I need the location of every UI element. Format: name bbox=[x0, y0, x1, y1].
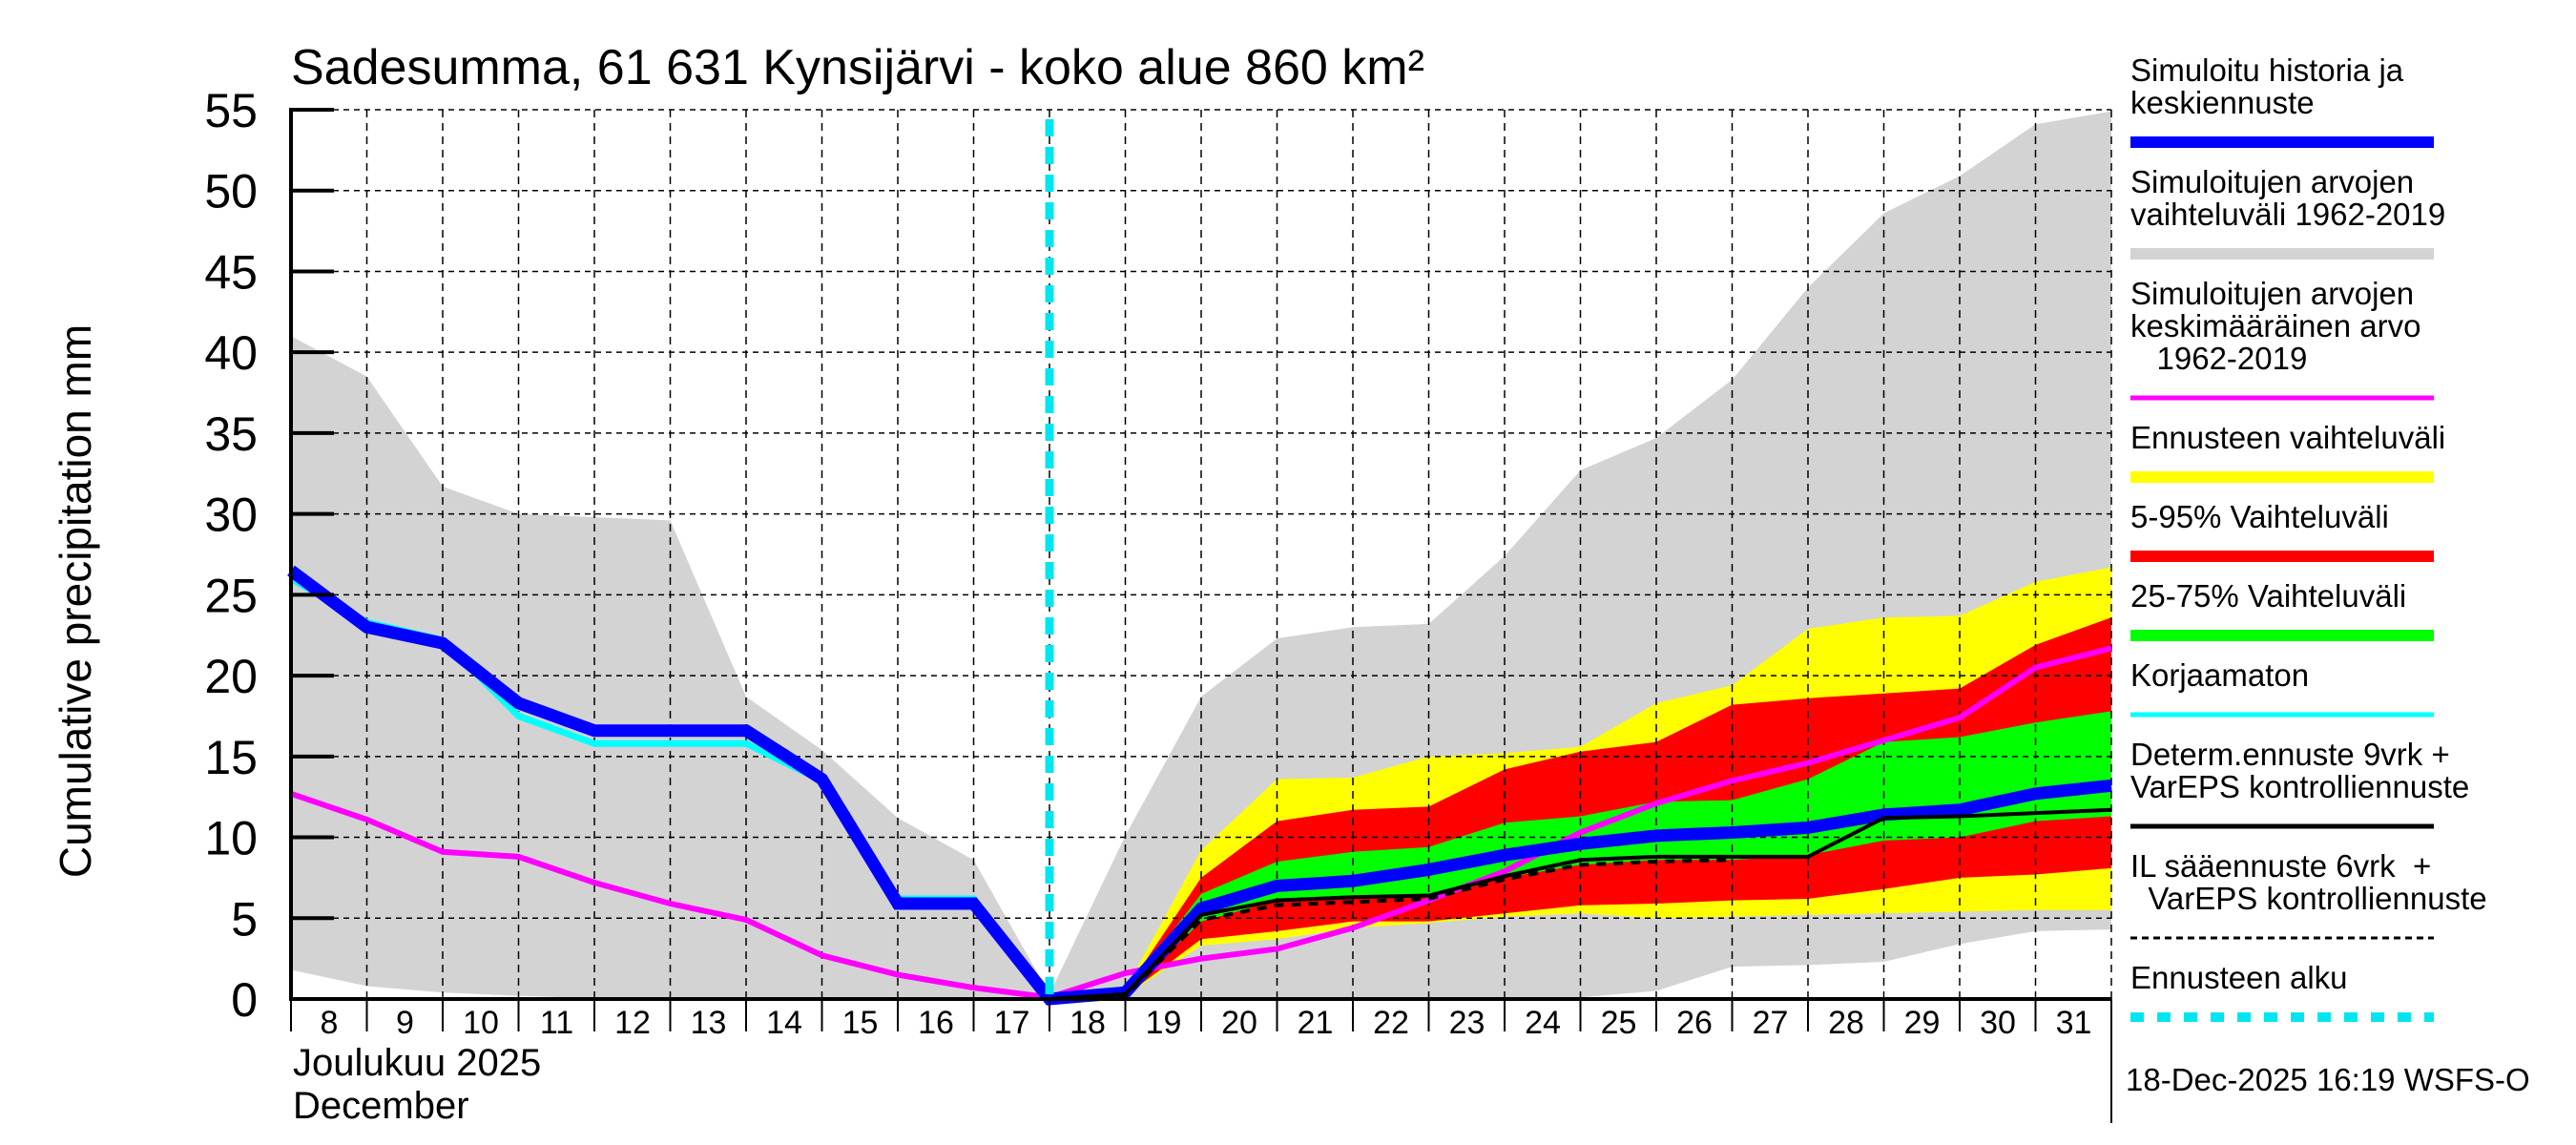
x-tick-label: 15 bbox=[842, 1005, 879, 1041]
p25-75-band bbox=[1049, 711, 2111, 999]
x-axis-month-label-en: December bbox=[293, 1085, 469, 1127]
x-tick-label: 13 bbox=[691, 1005, 727, 1041]
y-tick-label: 20 bbox=[204, 650, 258, 703]
legend-label: IL sääennuste 6vrk + bbox=[2130, 848, 2431, 884]
legend-label: vaihteluväli 1962-2019 bbox=[2130, 197, 2445, 232]
legend-label: keskimääräinen arvo bbox=[2130, 308, 2420, 344]
x-tick-label: 21 bbox=[1298, 1005, 1334, 1041]
y-tick-label: 10 bbox=[204, 812, 258, 865]
x-tick-label: 23 bbox=[1449, 1005, 1485, 1041]
x-tick-label: 10 bbox=[463, 1005, 499, 1041]
x-tick-label: 19 bbox=[1146, 1005, 1182, 1041]
legend-label: VarEPS kontrolliennuste bbox=[2130, 881, 2487, 916]
legend-label: 1962-2019 bbox=[2130, 341, 2307, 376]
legend-item: Ennusteen alku bbox=[2130, 960, 2434, 1022]
x-tick-label: 22 bbox=[1373, 1005, 1409, 1041]
legend-label: Simuloitujen arvojen bbox=[2130, 164, 2414, 199]
legend-item: Determ.ennuste 9vrk +VarEPS kontrollienn… bbox=[2130, 737, 2469, 829]
x-tick-label: 14 bbox=[766, 1005, 802, 1041]
x-tick-label: 16 bbox=[918, 1005, 954, 1041]
x-tick-label: 30 bbox=[1980, 1005, 2016, 1041]
x-tick-label: 18 bbox=[1070, 1005, 1106, 1041]
legend-label: Korjaamaton bbox=[2130, 657, 2309, 693]
legend-item: 25-75% Vaihteluväli bbox=[2130, 578, 2434, 641]
legend-label: 25-75% Vaihteluväli bbox=[2130, 578, 2406, 614]
x-tick-label: 26 bbox=[1676, 1005, 1713, 1041]
legend-item: IL sääennuste 6vrk + VarEPS kontrollienn… bbox=[2130, 848, 2487, 940]
timestamp: 18-Dec-2025 16:19 WSFS-O bbox=[2126, 1062, 2530, 1097]
x-tick-label: 24 bbox=[1525, 1005, 1561, 1041]
x-tick-label: 17 bbox=[994, 1005, 1030, 1041]
x-axis-month-label: Joulukuu 2025 bbox=[293, 1042, 541, 1084]
x-tick-label: 8 bbox=[321, 1005, 339, 1041]
x-tick-label: 20 bbox=[1221, 1005, 1257, 1041]
x-tick-label: 11 bbox=[540, 1005, 573, 1041]
legend-label: keskiennuste bbox=[2130, 85, 2315, 120]
x-tick-label: 12 bbox=[614, 1005, 651, 1041]
x-tick-label: 29 bbox=[1904, 1005, 1941, 1041]
legend: Simuloitu historia jakeskiennusteSimuloi… bbox=[2130, 52, 2487, 1022]
y-axis-label: Cumulative precipitation mm bbox=[51, 324, 100, 878]
legend-label: Ennusteen vaihteluväli bbox=[2130, 420, 2445, 455]
y-tick-label: 0 bbox=[231, 973, 258, 1027]
determ-line bbox=[1049, 807, 2112, 1001]
x-tick-label: 27 bbox=[1753, 1005, 1789, 1041]
legend-label: Simuloitu historia ja bbox=[2130, 52, 2404, 88]
y-tick-label: 35 bbox=[204, 407, 258, 461]
x-tick-label: 31 bbox=[2056, 1005, 2092, 1041]
y-tick-label: 45 bbox=[204, 245, 258, 299]
y-tick-label: 50 bbox=[204, 165, 258, 219]
chart-title: Sadesumma, 61 631 Kynsijärvi - koko alue… bbox=[291, 40, 1424, 95]
legend-label: Determ.ennuste 9vrk + bbox=[2130, 737, 2450, 772]
x-tick-label: 28 bbox=[1828, 1005, 1864, 1041]
y-tick-label: 30 bbox=[204, 489, 258, 542]
legend-label: Ennusteen alku bbox=[2130, 960, 2348, 995]
il-line bbox=[1049, 858, 1733, 1001]
legend-label: Simuloitujen arvojen bbox=[2130, 276, 2414, 311]
y-tick-label: 5 bbox=[231, 892, 258, 946]
x-tick-label: 9 bbox=[396, 1005, 414, 1041]
y-tick-label: 25 bbox=[204, 569, 258, 622]
lines-layer bbox=[287, 119, 2112, 1006]
y-tick-labels: 0 5 10 15 20 25 30 35 40 45 50 55 bbox=[204, 84, 258, 1027]
y-tick-label: 55 bbox=[204, 84, 258, 137]
y-tick-label: 40 bbox=[204, 326, 258, 380]
legend-item: Ennusteen vaihteluväli bbox=[2130, 420, 2445, 483]
x-tick-label: 25 bbox=[1601, 1005, 1637, 1041]
simulated-line bbox=[287, 565, 2112, 1006]
legend-label: VarEPS kontrolliennuste bbox=[2130, 769, 2469, 804]
axes-layer bbox=[289, 108, 2112, 1123]
x-tick-labels: 8 9 10 11 12 13 14 15 16 17 18 19 20 21 22 23 24 25 26 27 28… bbox=[321, 1005, 2092, 1041]
legend-item: 5-95% Vaihteluväli bbox=[2130, 499, 2434, 562]
legend-item: Korjaamaton bbox=[2130, 657, 2434, 718]
legend-label: 5-95% Vaihteluväli bbox=[2130, 499, 2389, 534]
y-tick-label: 15 bbox=[204, 731, 258, 784]
mean-line bbox=[290, 645, 2112, 1001]
